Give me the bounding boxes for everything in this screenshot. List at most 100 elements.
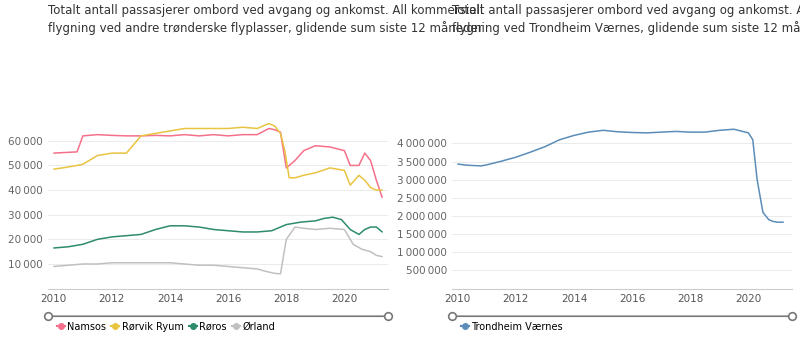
Line: Trondheim Værnes: Trondheim Værnes xyxy=(458,129,783,222)
Trondheim Værnes xyxy=(540,145,550,149)
Rørvik Ryum xyxy=(299,173,309,177)
Ørland xyxy=(150,260,160,265)
Røros xyxy=(223,229,233,233)
Rørvik Ryum xyxy=(284,176,294,180)
Røros xyxy=(366,225,375,229)
Namsos xyxy=(150,133,160,138)
Rørvik Ryum xyxy=(78,162,88,166)
Namsos xyxy=(310,144,320,148)
Rørvik Ryum xyxy=(366,186,375,190)
Namsos xyxy=(378,195,387,200)
Røros xyxy=(371,225,381,229)
Ørland xyxy=(223,264,233,269)
Røros xyxy=(136,232,146,237)
Namsos xyxy=(136,134,146,138)
Rørvik Ryum xyxy=(122,151,131,155)
Røros xyxy=(360,227,370,232)
Namsos xyxy=(209,132,218,137)
Rørvik Ryum xyxy=(346,183,355,187)
Trondheim Værnes xyxy=(476,164,486,168)
Namsos xyxy=(340,149,350,153)
Rørvik Ryum xyxy=(150,131,160,136)
Rørvik Ryum xyxy=(360,178,370,182)
Røros xyxy=(150,227,160,232)
Ørland xyxy=(194,263,204,268)
Ørland xyxy=(63,263,73,268)
Line: Ørland: Ørland xyxy=(54,227,382,274)
Trondheim Værnes xyxy=(700,130,710,134)
Røros xyxy=(378,230,387,234)
Ørland xyxy=(209,263,218,268)
Ørland xyxy=(378,254,387,259)
Trondheim Værnes xyxy=(686,130,695,134)
Namsos xyxy=(58,151,67,155)
Namsos xyxy=(238,132,247,137)
Rørvik Ryum xyxy=(325,166,334,170)
Røros xyxy=(49,246,58,250)
Namsos xyxy=(72,150,82,154)
Rørvik Ryum xyxy=(270,124,279,128)
Trondheim Værnes xyxy=(642,131,651,135)
Rørvik Ryum xyxy=(136,134,146,138)
Namsos xyxy=(93,132,102,137)
Ørland xyxy=(78,262,88,266)
Trondheim Værnes xyxy=(526,150,535,154)
Røros xyxy=(346,227,355,232)
Namsos xyxy=(346,163,355,168)
Rørvik Ryum xyxy=(93,153,102,158)
Rørvik Ryum xyxy=(290,176,300,180)
Text: Totalt antall passasjerer ombord ved avgang og ankomst. All kommersiell
flygning: Totalt antall passasjerer ombord ved avg… xyxy=(452,4,800,35)
Trondheim Værnes xyxy=(752,178,762,182)
Namsos xyxy=(107,133,117,138)
Rørvik Ryum xyxy=(371,188,381,192)
Ørland xyxy=(253,267,262,271)
Røros xyxy=(122,234,131,238)
Trondheim Værnes xyxy=(729,127,738,131)
Rørvik Ryum xyxy=(264,121,274,126)
Røros xyxy=(267,229,277,233)
Trondheim Værnes xyxy=(570,133,579,138)
Trondheim Værnes xyxy=(584,130,594,134)
Ørland xyxy=(340,227,350,232)
Ørland xyxy=(282,237,291,241)
Røros xyxy=(238,230,247,234)
Namsos xyxy=(290,158,300,163)
Namsos xyxy=(360,151,370,155)
Trondheim Værnes xyxy=(671,129,681,133)
Ørland xyxy=(261,269,270,274)
Trondheim Værnes xyxy=(554,138,564,142)
Trondheim Værnes xyxy=(453,162,462,166)
Røros xyxy=(337,218,346,222)
Namsos xyxy=(354,163,364,168)
Trondheim Værnes xyxy=(758,210,768,214)
Ørland xyxy=(299,226,309,230)
Namsos xyxy=(264,126,274,131)
Trondheim Værnes xyxy=(482,163,492,167)
Røros xyxy=(209,227,218,232)
Namsos xyxy=(325,145,334,149)
Ørland xyxy=(366,250,375,254)
Rørvik Ryum xyxy=(276,131,286,136)
Rørvik Ryum xyxy=(209,126,218,131)
Trondheim Værnes xyxy=(462,163,471,167)
Namsos xyxy=(49,151,58,155)
Røros xyxy=(328,215,338,219)
Namsos xyxy=(366,158,375,163)
Rørvik Ryum xyxy=(378,188,387,192)
Rørvik Ryum xyxy=(194,126,204,131)
Rørvik Ryum xyxy=(310,171,320,175)
Namsos xyxy=(282,166,291,170)
Ørland xyxy=(136,260,146,265)
Ørland xyxy=(310,227,320,232)
Trondheim Værnes xyxy=(773,220,782,224)
Rørvik Ryum xyxy=(58,166,67,170)
Rørvik Ryum xyxy=(280,149,290,153)
Line: Namsos: Namsos xyxy=(54,128,382,197)
Ørland xyxy=(49,264,58,269)
Røros xyxy=(310,219,320,223)
Namsos xyxy=(276,130,286,134)
Trondheim Værnes xyxy=(768,219,778,224)
Røros xyxy=(107,235,117,239)
Rørvik Ryum xyxy=(253,126,262,131)
Trondheim Værnes xyxy=(778,220,788,224)
